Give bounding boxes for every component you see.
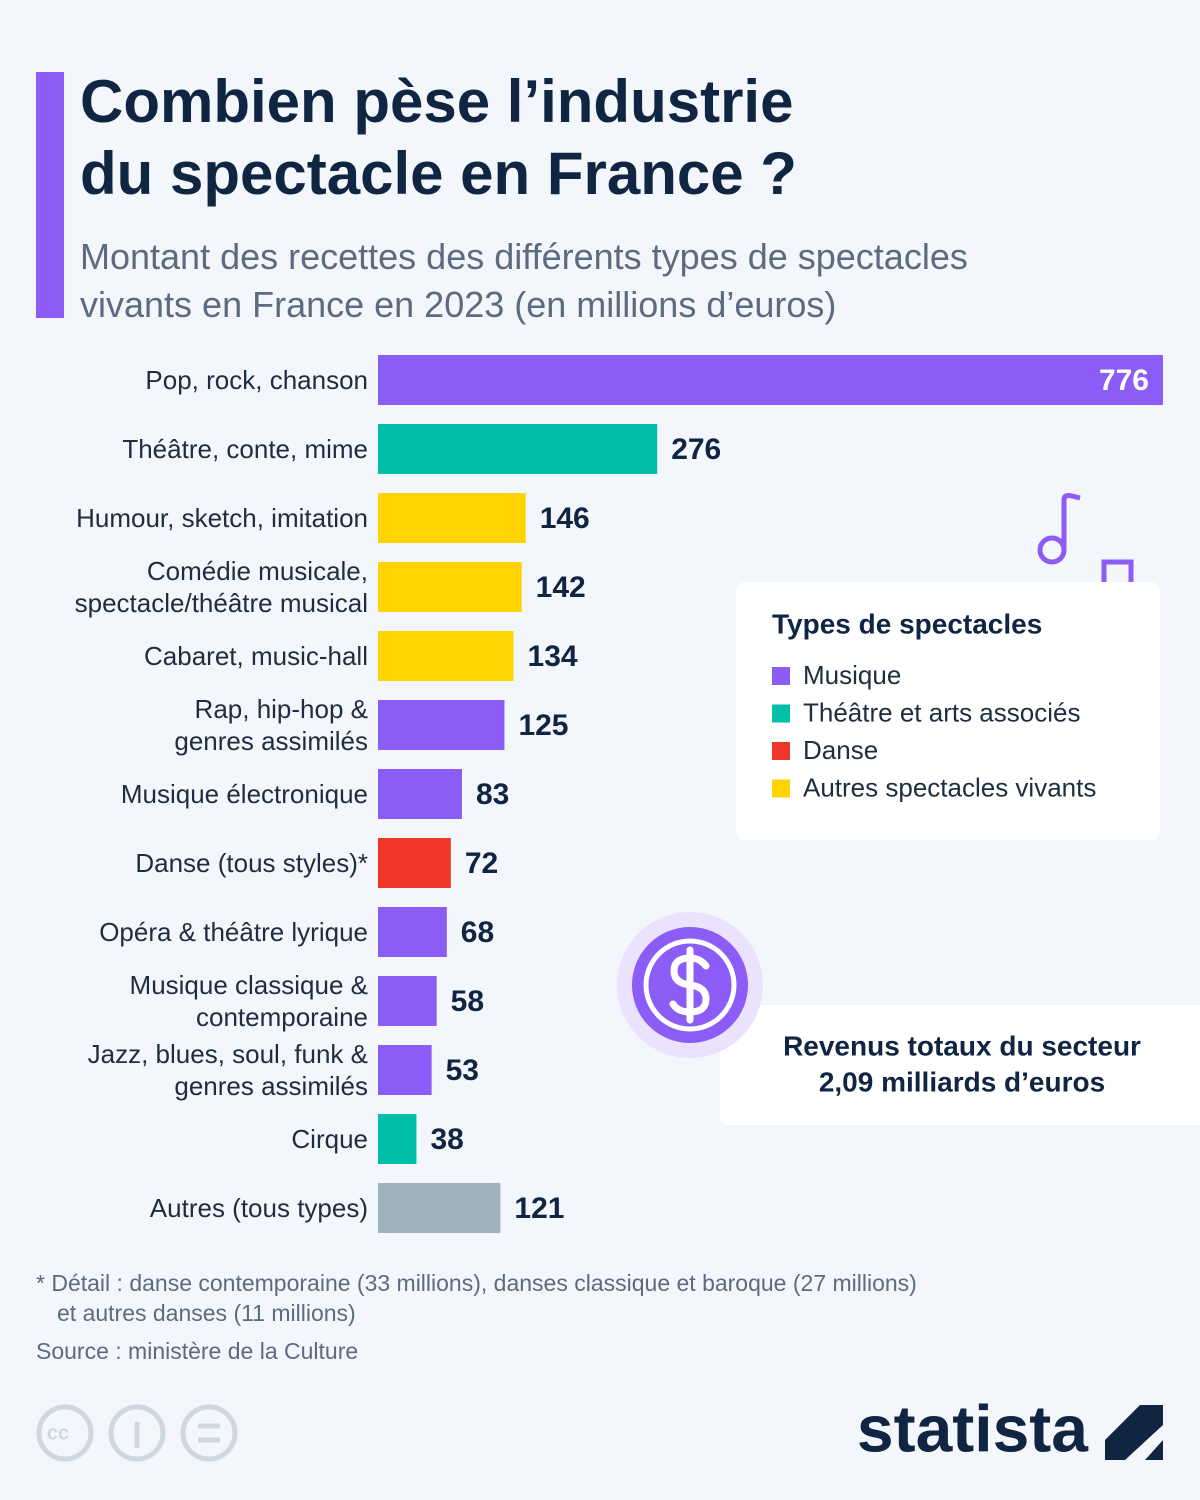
- bar: [378, 769, 462, 819]
- value-label: 142: [536, 571, 586, 604]
- category-label: Musique classique & contemporaine: [129, 970, 368, 1032]
- category-label: Pop, rock, chanson: [145, 365, 368, 395]
- dollar-icon-inner: [643, 938, 737, 1032]
- annotation: 2,09 milliards d’euros: [819, 1066, 1105, 1097]
- category-label: Cirque: [291, 1124, 368, 1154]
- legend-label: Danse: [803, 735, 878, 765]
- footnote: et autres danses (11 millions): [57, 1300, 356, 1326]
- bar: [378, 1045, 432, 1095]
- category-label: Rap, hip-hop & genres assimilés: [174, 694, 368, 756]
- brand: statista: [857, 1391, 1089, 1465]
- bar: [378, 1114, 417, 1164]
- bar: [378, 424, 658, 474]
- bar: [378, 562, 522, 612]
- category-label: Comédie musicale, spectacle/théâtre musi…: [74, 556, 368, 618]
- bar: [378, 700, 505, 750]
- legend-swatch: [772, 704, 790, 723]
- cc-mark: cc: [47, 1422, 69, 1444]
- footnote: * Détail : danse contemporaine (33 milli…: [36, 1270, 917, 1296]
- value-label: 58: [451, 985, 484, 1018]
- legend-swatch: [772, 779, 790, 798]
- value-label: 776: [1099, 364, 1149, 397]
- value-label: 53: [446, 1054, 479, 1087]
- category-label: Jazz, blues, soul, funk & genres assimil…: [87, 1039, 368, 1101]
- value-label: 146: [540, 502, 590, 535]
- legend-label: Autres spectacles vivants: [803, 772, 1096, 802]
- category-label: Théâtre, conte, mime: [122, 434, 368, 464]
- bar: [378, 355, 1163, 405]
- value-label: 83: [476, 778, 509, 811]
- legend-swatch: [772, 667, 790, 685]
- source: Source : ministère de la Culture: [36, 1338, 359, 1364]
- title: Combien pèse l’industrie du spectacle en…: [80, 68, 797, 207]
- category-label: Musique électronique: [120, 779, 368, 809]
- annotation: Revenus totaux du secteur: [783, 1030, 1141, 1061]
- value-label: 38: [430, 1123, 463, 1156]
- value-label: 125: [518, 709, 568, 742]
- dollar-sign: [669, 946, 710, 1024]
- bar: [378, 838, 451, 888]
- legend-label: Théâtre et arts associés: [803, 697, 1080, 727]
- bar: [378, 1183, 501, 1233]
- bar: [378, 493, 526, 543]
- license-icons: [36, 1404, 238, 1462]
- legend-swatch: [772, 742, 790, 760]
- legend-title: Types de spectacles: [772, 608, 1042, 639]
- category-label: Humour, sketch, imitation: [76, 503, 368, 533]
- category-label: Cabaret, music-hall: [144, 641, 368, 671]
- bar: [378, 631, 514, 681]
- value-label: 134: [528, 640, 578, 673]
- brand-logo: [1105, 1405, 1163, 1460]
- legend-label: Musique: [803, 660, 901, 690]
- annotation-box: [720, 1005, 1200, 1125]
- value-label: 72: [465, 847, 498, 880]
- category-label: Autres (tous types): [149, 1193, 368, 1223]
- value-label: 276: [671, 433, 721, 466]
- bar: [378, 907, 447, 957]
- value-label: 68: [461, 916, 494, 949]
- category-label: Opéra & théâtre lyrique: [99, 917, 368, 947]
- value-label: 121: [514, 1192, 564, 1225]
- subtitle: Montant des recettes des différents type…: [80, 236, 968, 325]
- legend-box: [736, 582, 1160, 840]
- category-label: Danse (tous styles)*: [135, 848, 368, 878]
- bar: [378, 976, 437, 1026]
- title-accent: [36, 72, 64, 318]
